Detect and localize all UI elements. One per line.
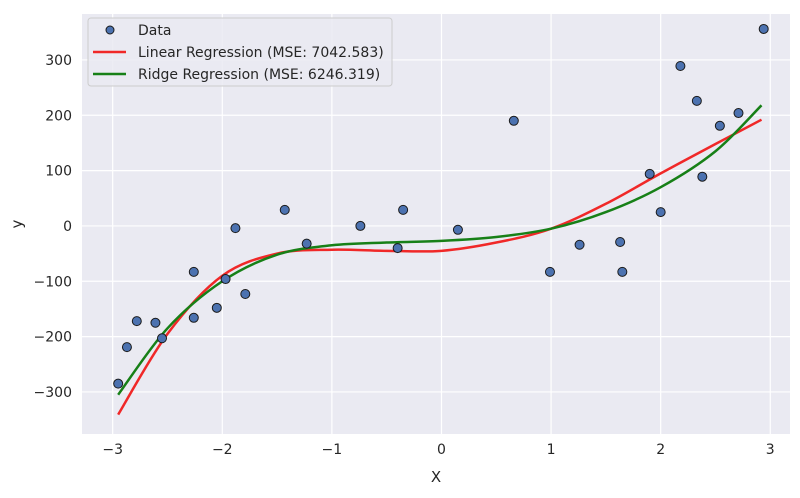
x-tick-label: −1: [322, 442, 343, 458]
x-tick-label: 0: [437, 442, 446, 458]
data-point: [655, 207, 666, 218]
data-point: [508, 115, 519, 126]
y-tick-label: 0: [63, 219, 72, 235]
data-point: [131, 316, 142, 327]
x-ticks: −3 −2 −1 0 1 2 3: [102, 442, 774, 458]
data-point: [279, 204, 290, 215]
data-point: [157, 333, 168, 344]
linear-regression-line: [117, 118, 763, 416]
y-tick-label: 300: [45, 53, 72, 69]
legend-box: [87, 17, 393, 87]
data-point: [574, 239, 585, 250]
data-point: [113, 378, 124, 389]
y-ticks: −300 −200 −100 0 100 200 300: [34, 53, 72, 401]
x-axis-label: X: [431, 468, 441, 486]
data-point: [150, 317, 161, 328]
y-tick-label: −200: [34, 330, 72, 346]
data-point: [211, 302, 222, 313]
data-point: [644, 168, 655, 179]
data-point: [188, 266, 199, 277]
data-point: [615, 236, 626, 247]
legend-marker-data: [105, 25, 115, 35]
data-point: [121, 342, 132, 353]
y-axis-label: y: [8, 219, 26, 228]
x-tick-label: −2: [212, 442, 233, 458]
x-tick-label: 3: [766, 442, 775, 458]
data-point: [617, 266, 628, 277]
y-tick-label: 200: [45, 108, 72, 124]
data-point: [544, 266, 555, 277]
x-tick-label: 2: [656, 442, 665, 458]
x-tick-label: −3: [102, 442, 123, 458]
data-point: [758, 23, 769, 34]
legend-label-ridge: Ridge Regression (MSE: 6246.319): [138, 67, 380, 83]
data-point: [220, 274, 231, 285]
legend-label-data: Data: [138, 23, 171, 39]
data-point: [675, 61, 686, 72]
data-point: [355, 220, 366, 231]
data-point: [398, 204, 409, 215]
data-point: [452, 224, 463, 235]
y-tick-label: −100: [34, 274, 72, 290]
y-tick-label: 100: [45, 164, 72, 180]
data-point: [697, 171, 708, 182]
series: [113, 23, 769, 416]
data-point: [714, 120, 725, 131]
ridge-regression-line: [117, 104, 763, 396]
data-point: [392, 243, 403, 254]
data-point: [230, 223, 241, 234]
data-point: [301, 238, 312, 249]
legend-label-linear: Linear Regression (MSE: 7042.583): [138, 45, 384, 61]
data-point: [733, 108, 744, 119]
x-tick-label: 1: [547, 442, 556, 458]
data-point: [188, 312, 199, 323]
data-point: [691, 95, 702, 106]
y-tick-label: −300: [34, 385, 72, 401]
data-point: [240, 289, 251, 299]
legend: Data Linear Regression (MSE: 7042.583) R…: [87, 17, 393, 87]
